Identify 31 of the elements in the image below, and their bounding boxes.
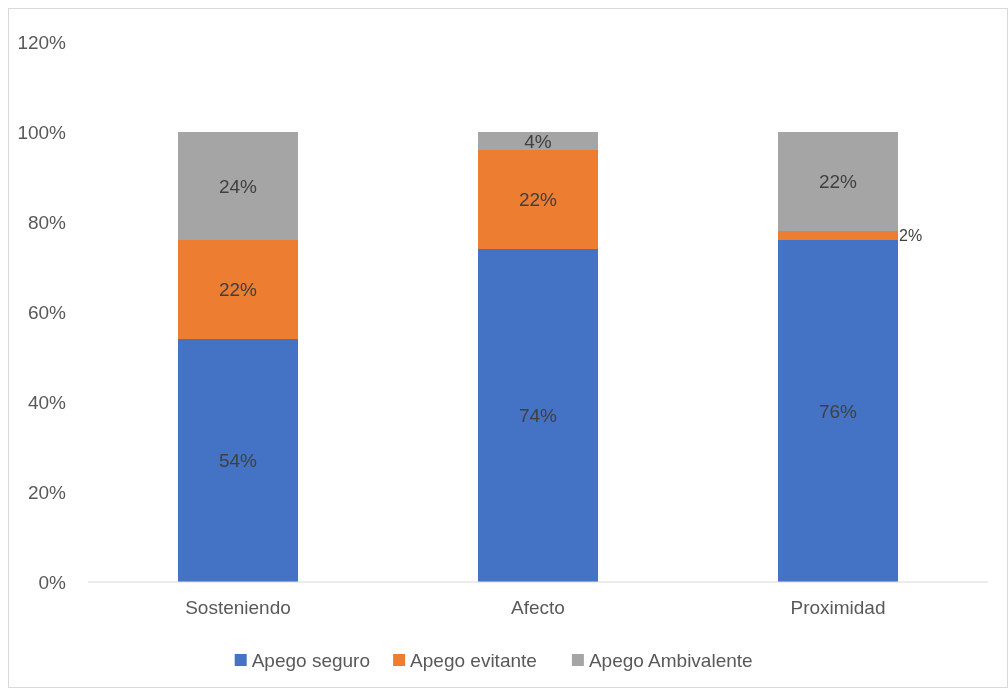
bar (778, 132, 898, 231)
data-label: 76% (818, 400, 858, 422)
y-tick-label: 100% (17, 121, 67, 143)
data-label: 54% (218, 450, 258, 472)
bar (478, 150, 598, 249)
legend-label: Apego evitante (410, 649, 537, 671)
data-label: 22% (818, 171, 858, 193)
bar (178, 240, 298, 339)
legend-label: Apego Ambivalente (588, 649, 753, 671)
x-tick-label: Proximidad (790, 597, 886, 618)
y-tick-label: 0% (38, 571, 67, 593)
legend-label: Apego seguro (251, 649, 371, 671)
y-tick-label: 120% (17, 31, 67, 53)
bar (178, 132, 298, 240)
x-tick-label: Sosteniendo (185, 597, 291, 618)
bar (778, 240, 898, 582)
x-tick-label: Afecto (511, 597, 565, 618)
data-label: 74% (518, 405, 558, 427)
y-tick-label: 60% (27, 301, 67, 323)
data-label: 22% (518, 189, 558, 211)
y-tick-label: 20% (27, 481, 67, 503)
bar (478, 249, 598, 582)
data-label: 2% (899, 227, 923, 245)
data-label: 4% (524, 130, 552, 152)
data-label: 22% (218, 279, 258, 301)
data-label: 24% (218, 175, 258, 197)
y-tick-label: 80% (27, 211, 67, 233)
bar (178, 339, 298, 582)
y-tick-label: 40% (27, 391, 67, 413)
bar (478, 132, 598, 150)
bar (778, 231, 898, 240)
